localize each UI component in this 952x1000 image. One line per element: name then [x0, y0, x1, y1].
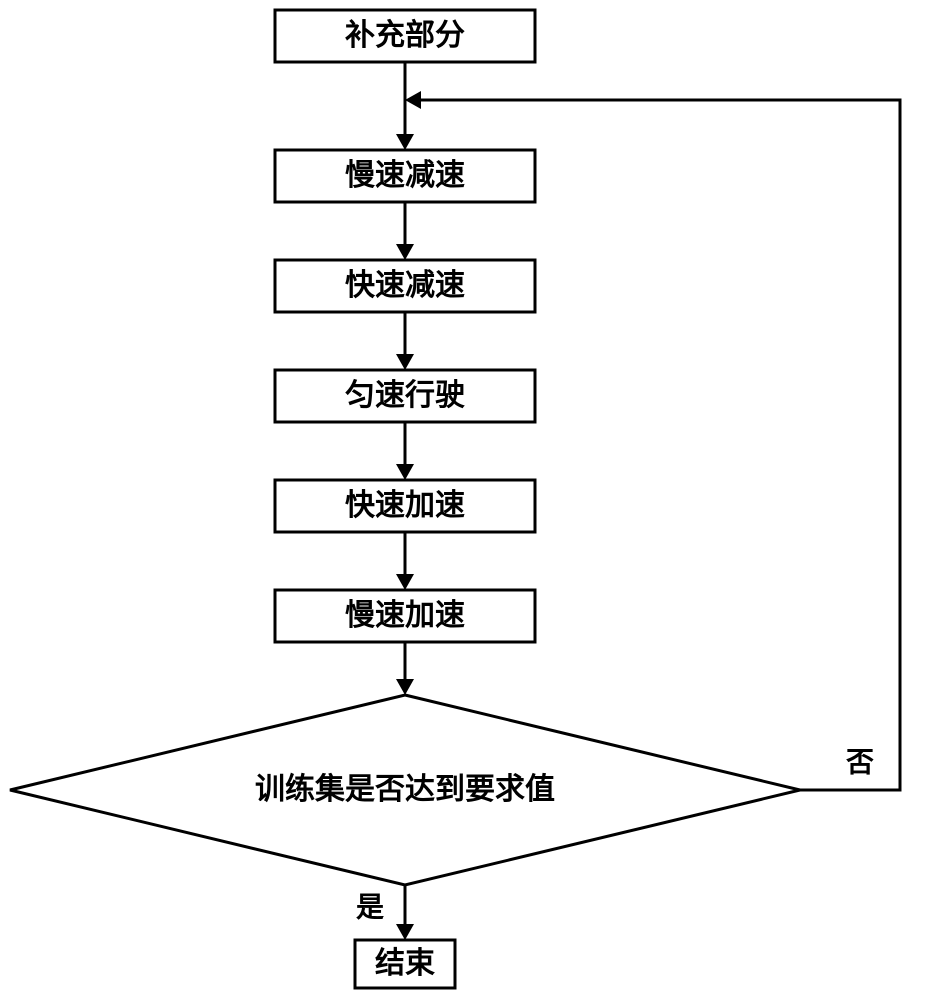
process-label: 补充部分 [345, 18, 465, 52]
process-n5: 快速加速 [275, 480, 535, 532]
process-n1: 补充部分 [275, 10, 535, 62]
process-label: 结束 [375, 947, 435, 980]
decision-d1: 训练集是否达到要求值 [10, 695, 800, 885]
process-label: 慢速加速 [345, 599, 465, 632]
process-label: 慢速减速 [345, 159, 465, 192]
process-label: 快速减速 [345, 269, 465, 302]
branch-yes-label: 是 [356, 892, 384, 923]
decision-label: 训练集是否达到要求值 [255, 772, 555, 806]
process-n3: 快速减速 [275, 260, 535, 312]
process-n4: 匀速行驶 [275, 370, 535, 422]
process-n6: 慢速加速 [275, 590, 535, 642]
process-label: 快速加速 [345, 489, 465, 522]
process-label: 匀速行驶 [345, 379, 465, 412]
branch-no-label: 否 [846, 747, 874, 778]
process-n2: 慢速减速 [275, 150, 535, 202]
process-n7: 结束 [355, 940, 455, 988]
